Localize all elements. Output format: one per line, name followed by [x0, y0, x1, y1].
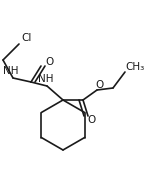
Text: O: O: [88, 115, 96, 125]
Text: NH: NH: [3, 66, 19, 76]
Text: Cl: Cl: [22, 33, 32, 43]
Text: O: O: [95, 80, 103, 90]
Text: CH₃: CH₃: [125, 62, 145, 72]
Text: NH: NH: [38, 74, 54, 84]
Text: O: O: [46, 57, 54, 67]
